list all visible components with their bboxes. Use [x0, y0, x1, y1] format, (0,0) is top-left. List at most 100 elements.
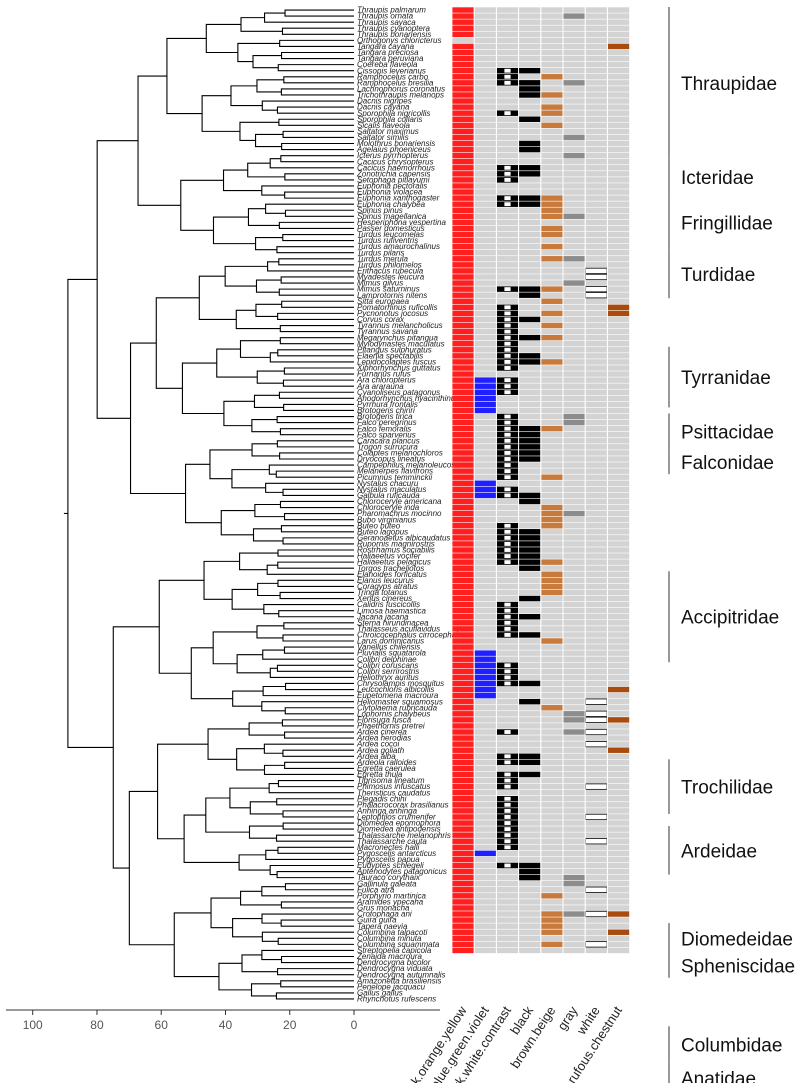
trait-cell [496, 13, 519, 19]
trait-cell [585, 565, 607, 571]
trait-cell [474, 110, 496, 116]
trait-cell [496, 31, 519, 38]
trait-cell [474, 7, 496, 13]
tree-branch [166, 37, 207, 115]
trait-cell [607, 171, 630, 177]
trait-cell [496, 256, 519, 262]
taxon-label: Hesperiphona vespertina [357, 218, 446, 227]
trait-cell [541, 711, 563, 717]
taxon-label: Xiphorhynchus guttatus [356, 364, 441, 373]
trait-cell [563, 67, 585, 74]
trait-cell [474, 480, 496, 486]
trait-cell [541, 777, 563, 784]
trait-cell [452, 262, 474, 268]
trait-cell [474, 292, 496, 298]
trait-cell [563, 128, 585, 135]
trait-cell [519, 492, 541, 499]
trait-cell [452, 298, 474, 304]
taxon-label: Setophaga pitiayumi [357, 176, 430, 185]
trait-cell [563, 298, 585, 304]
contrast-notch [504, 287, 511, 292]
trait-cell [474, 516, 496, 523]
taxon-label: Tangara peruviana [357, 54, 424, 63]
tree-branch [284, 883, 354, 891]
trait-cell [607, 729, 630, 735]
trait-cell [452, 747, 474, 753]
trait-cell [541, 377, 563, 383]
tree-branch [283, 76, 354, 84]
axis-tick-label: 100 [23, 1018, 43, 1032]
trait-cell [496, 650, 519, 656]
tree-branch [239, 121, 279, 142]
trait-cell [607, 765, 630, 772]
contrast-notch [504, 414, 511, 419]
tree-branch [222, 169, 262, 192]
trait-cell [496, 116, 519, 122]
trait-cell [563, 802, 585, 808]
trait-cell [519, 711, 541, 717]
trait-cell [585, 759, 607, 766]
tree-branch [284, 9, 354, 17]
trait-cell [585, 802, 607, 808]
trait-cell [585, 207, 607, 213]
trait-cell [519, 401, 541, 408]
trait-cell [541, 523, 563, 529]
trait-cell [607, 249, 630, 256]
trait-cell [607, 480, 630, 486]
trait-cell [474, 577, 496, 584]
taxon-label: Columbina squammata [357, 940, 440, 949]
trait-cell [519, 274, 541, 280]
tree-branch [212, 216, 256, 245]
trait-cell [519, 140, 541, 147]
trait-cell [607, 607, 630, 614]
trait-cell [541, 911, 563, 917]
trait-cell [474, 49, 496, 56]
taxon-label: Coereba flaveola [357, 60, 418, 69]
contrast-notch [504, 450, 511, 455]
trait-cell [585, 195, 607, 201]
contrast-notch [504, 329, 511, 334]
trait-cell [585, 353, 607, 359]
trait-cell [452, 219, 474, 226]
trait-cell [496, 789, 519, 796]
taxon-label: Bubo virginianus [357, 515, 416, 524]
trait-cell [607, 13, 630, 19]
trait-cell [474, 55, 496, 62]
trait-cell [541, 13, 563, 19]
trait-cell [541, 808, 563, 814]
trait-cell [585, 510, 607, 517]
trait-cell [607, 668, 630, 675]
trait-cell [474, 280, 496, 286]
tree-branch [280, 88, 354, 96]
trait-cell [585, 771, 607, 778]
trait-cell [474, 201, 496, 207]
trait-cell [607, 789, 630, 796]
contrast-notch [504, 353, 511, 358]
trait-cell [474, 92, 496, 98]
trait-cell [519, 268, 541, 274]
tree-branch [284, 761, 354, 769]
contrast-notch [504, 111, 511, 116]
trait-cell [563, 413, 585, 420]
trait-cell [474, 553, 496, 559]
trait-cell [541, 231, 563, 238]
taxon-label: Egretta caerulea [357, 764, 416, 773]
tree-branch [255, 133, 284, 148]
contrast-notch [504, 438, 511, 443]
trait-cell [474, 189, 496, 195]
taxon-label: Thalassarche melanophris [357, 831, 451, 840]
trait-cell [519, 431, 541, 438]
trait-cell [474, 650, 496, 656]
trait-cell [474, 753, 496, 760]
trait-cell [519, 529, 541, 535]
contrast-notch [504, 608, 511, 613]
trait-cell [563, 529, 585, 535]
taxon-label: Pyrrhura frontalis [357, 400, 418, 409]
trait-cell [607, 589, 630, 596]
trait-cell [541, 395, 563, 402]
trait-cell [452, 862, 474, 869]
trait-cell [519, 7, 541, 13]
taxon-label: Cissopis leverianus [357, 66, 426, 75]
trait-cell [585, 498, 607, 505]
trait-cell [563, 765, 585, 772]
